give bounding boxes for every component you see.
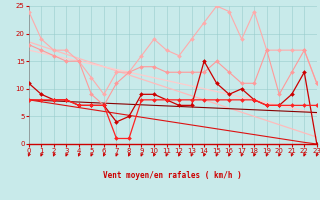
X-axis label: Vent moyen/en rafales ( km/h ): Vent moyen/en rafales ( km/h ) (103, 171, 242, 180)
